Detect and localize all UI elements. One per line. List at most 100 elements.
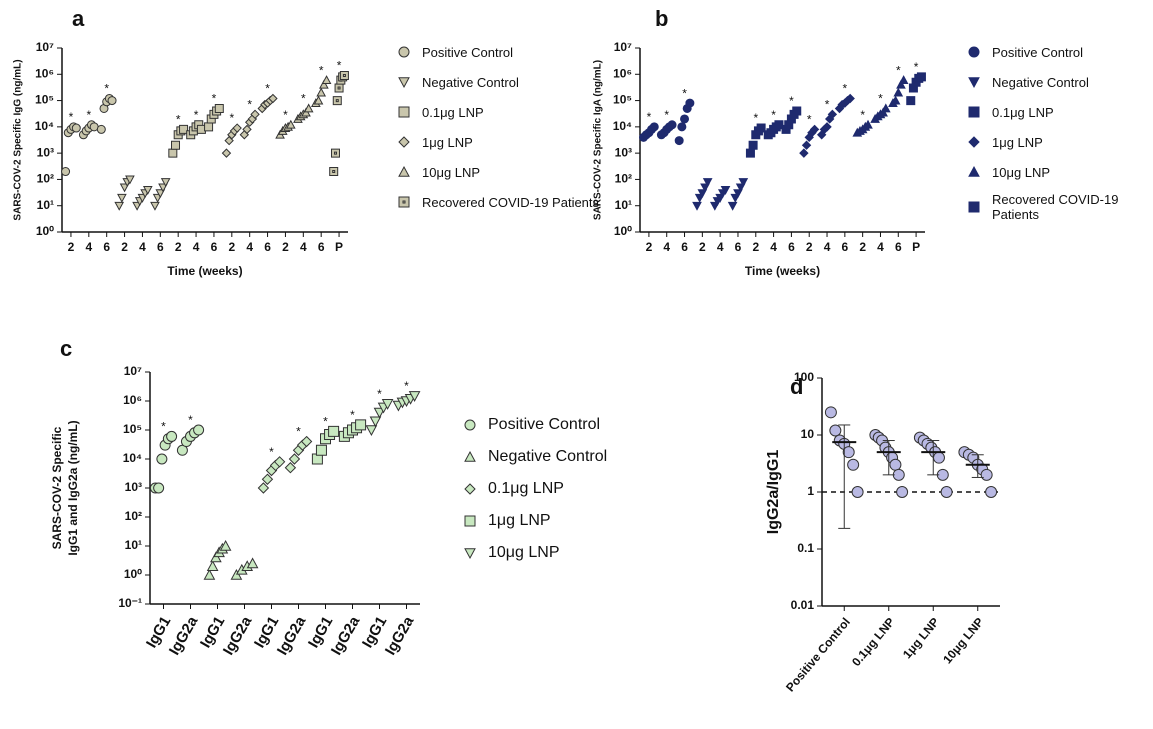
legend-label: 0.1μg LNP [992, 104, 1054, 120]
x-tick-label: 6 [788, 240, 795, 254]
data-point [896, 486, 909, 498]
significance-star: * [229, 111, 234, 125]
y-axis-label: SARS-COV-2 Specific IgG (ng/mL) [13, 59, 24, 220]
significance-star: * [789, 94, 794, 108]
data-point [71, 123, 81, 133]
legend-entry: Negative Control [966, 72, 1150, 92]
data-point [799, 148, 809, 158]
data-point [315, 444, 327, 456]
significance-star: * [319, 63, 324, 77]
data-point [649, 122, 659, 132]
data-point [285, 119, 296, 129]
significance-star: * [664, 108, 669, 122]
x-tick-label: 4 [717, 240, 724, 254]
data-point [880, 103, 891, 113]
legend-symbol [464, 515, 476, 527]
significance-star: * [176, 113, 181, 127]
significance-star: * [194, 108, 199, 122]
y-tick-label: 10³ [125, 480, 142, 494]
data-point [334, 83, 344, 93]
x-tick-label: 2 [699, 240, 706, 254]
y-tick-label: 10⁷ [36, 40, 54, 54]
x-tick-label: 2 [646, 240, 653, 254]
data-point [985, 486, 998, 498]
y-tick-label: 10⁴ [35, 119, 54, 133]
x-tick-label: 1μg LNP [900, 615, 942, 661]
legend-label: Recovered COVID-19 Patients [422, 194, 600, 210]
data-point [328, 425, 340, 437]
legend-entry: 10μg LNP [966, 162, 1150, 182]
y-tick-label: 10⁴ [613, 119, 632, 133]
y-tick-label: 10⁶ [35, 66, 54, 80]
data-point [316, 87, 327, 97]
legend-symbol [464, 419, 476, 431]
data-point [677, 122, 687, 132]
data-point [898, 75, 909, 85]
y-tick-label: 10¹ [37, 198, 54, 212]
legend-marker [968, 46, 980, 58]
data-point [733, 189, 743, 199]
data-point [150, 201, 160, 211]
y-tick-label: 10⁵ [613, 93, 632, 107]
legend-marker [464, 515, 476, 527]
x-tick-label: 4 [300, 240, 307, 254]
data-point [674, 136, 684, 146]
legend: Positive Control Negative Control 0.1μg LN… [396, 42, 1150, 222]
data-point [863, 119, 873, 129]
legend-entry: 0.1μg LNP [462, 478, 1150, 500]
significance-star: * [283, 108, 288, 122]
legend-entry: 10μg LNP [462, 542, 1150, 564]
legend-symbol [968, 201, 980, 213]
y-tick-label: 10² [125, 509, 142, 523]
data-point [261, 473, 274, 485]
legend-label: Negative Control [422, 74, 519, 90]
y-tick-label: 10⁵ [123, 422, 142, 436]
x-tick-label: 2 [121, 240, 128, 254]
legend-marker [398, 196, 410, 208]
legend-entry: 1μg LNP [462, 510, 1150, 532]
legend-label: Positive Control [992, 44, 1084, 60]
legend-label: 10μg LNP [488, 544, 560, 561]
x-tick-label: 2 [806, 240, 813, 254]
data-point [99, 103, 109, 113]
legend-marker [398, 165, 410, 177]
data-point [330, 148, 340, 158]
legend-label: Negative Control [992, 74, 1089, 90]
legend-marker [968, 77, 980, 89]
legend: Positive Control Negative Control 0.1μg LN… [966, 42, 1150, 232]
x-tick-label: IgG2a [382, 613, 418, 658]
data-point [206, 560, 219, 572]
x-tick-label: 2 [175, 240, 182, 254]
data-point [221, 148, 232, 158]
y-tick-label: 10² [37, 172, 54, 186]
y-tick-label: 10⁴ [123, 451, 142, 465]
x-tick-label: 6 [211, 240, 218, 254]
legend-label: Recovered COVID-19 Patients [992, 192, 1119, 222]
data-point [257, 482, 270, 494]
significance-star: * [825, 97, 830, 111]
y-axis-label: IgG2a/IgG1 [765, 450, 782, 535]
data-point [96, 124, 106, 134]
panel-letter: c [60, 336, 72, 361]
x-tick-label: 4 [246, 240, 253, 254]
significance-star: * [860, 108, 865, 122]
x-tick-label: 2 [228, 240, 235, 254]
legend-symbol [464, 548, 476, 560]
data-point [916, 72, 926, 82]
data-point [156, 453, 168, 465]
data-point [845, 93, 855, 104]
data-point [119, 183, 130, 193]
data-point [932, 451, 945, 464]
data-point [242, 124, 252, 135]
data-point [232, 123, 242, 133]
legend-symbol [968, 165, 980, 177]
legend-label: Positive Control [488, 416, 601, 433]
y-tick-label: 10⁶ [123, 393, 142, 407]
data-point [339, 70, 349, 80]
legend-entry: Negative Control [396, 72, 1150, 92]
legend-marker [398, 106, 410, 118]
significance-star: * [377, 387, 382, 401]
y-tick-label: 10¹ [125, 538, 142, 552]
data-point [847, 458, 860, 471]
legend-marker [464, 483, 476, 495]
